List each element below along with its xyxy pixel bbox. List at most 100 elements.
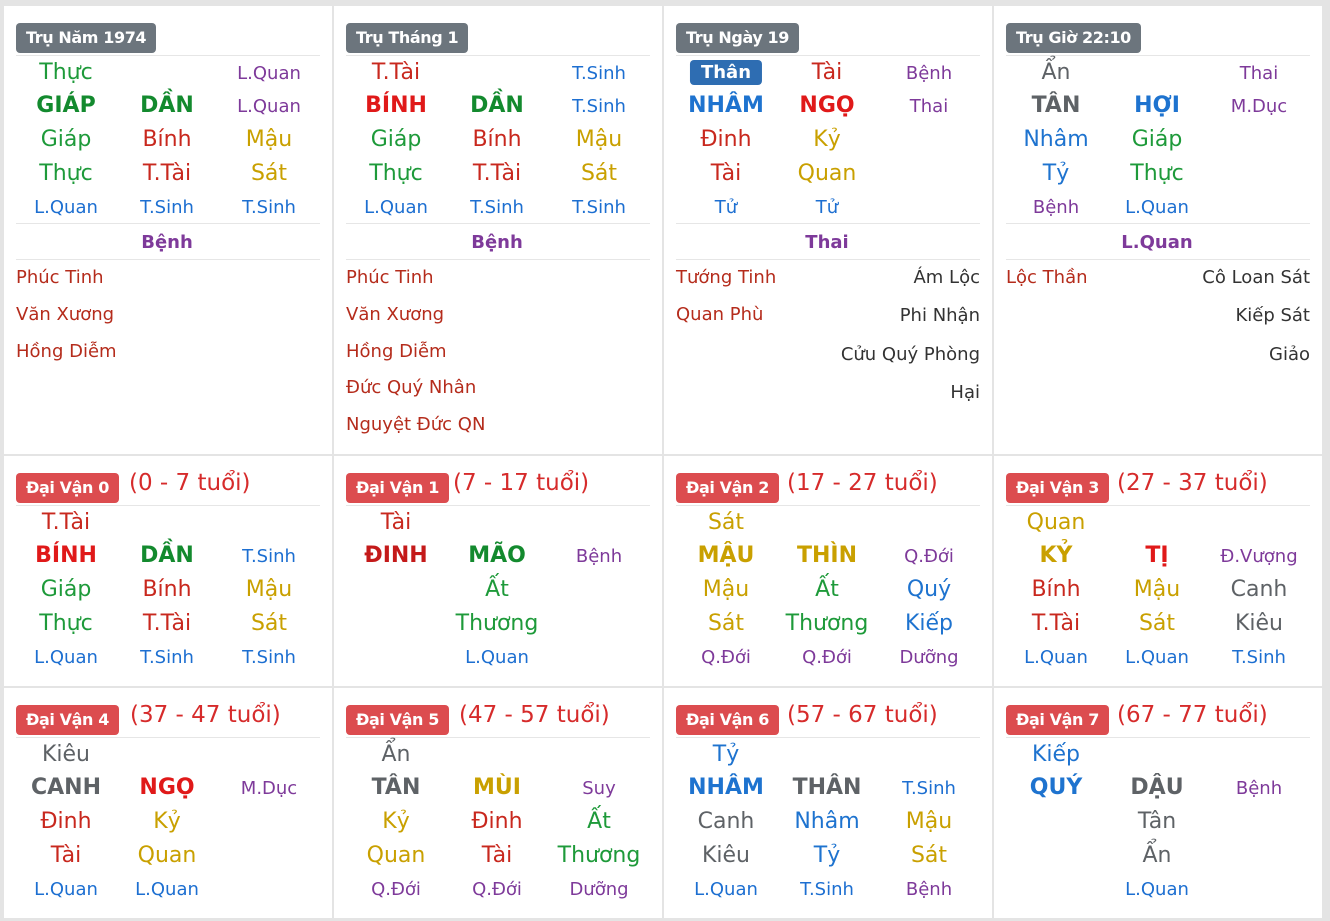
dai-van-header: Đại Vận 2 (17 - 27 tuổi)	[676, 470, 980, 506]
chi-phase: M.Dục	[240, 778, 298, 799]
hidden-phase: L.Quan	[135, 879, 199, 900]
hidden-stem: Đinh	[40, 809, 92, 834]
hidden-stem: Kỷ	[382, 809, 410, 834]
hidden-god: Thực	[39, 611, 93, 636]
can-god: Ẩn	[1041, 60, 1071, 85]
can-phase: Bệnh	[905, 63, 953, 84]
hidden-phase: L.Quan	[364, 197, 428, 218]
dai-van-header: Đại Vận 7 (67 - 77 tuổi)	[1006, 702, 1310, 738]
dai-van-label: Đại Vận 6	[676, 705, 779, 735]
hidden-god: T.Tài	[472, 161, 522, 186]
hidden-god: Tài	[710, 161, 742, 186]
hidden-stem: Ất	[815, 577, 839, 602]
hidden-god: T.Tài	[1031, 611, 1081, 636]
hidden-stem: Mậu	[702, 577, 750, 602]
divider	[1006, 259, 1310, 260]
hidden-phase: L.Quan	[34, 879, 98, 900]
dai-van-header: Đại Vận 5 (47 - 57 tuổi)	[346, 702, 650, 738]
life-phase: L.Quan	[1121, 232, 1193, 253]
earthly-branch: DẬU	[1130, 775, 1184, 800]
hidden-god: T.Tài	[142, 161, 192, 186]
pillar-header: Trụ Năm 1974	[16, 22, 320, 56]
earthly-branch: HỢI	[1134, 93, 1180, 118]
hidden-phase: Bệnh	[905, 879, 953, 900]
can-god: Tài	[380, 510, 412, 535]
heavenly-stem: TÂN	[371, 775, 421, 800]
earthly-branch: TỊ	[1145, 543, 1169, 568]
divider	[346, 259, 650, 260]
heavenly-stem: BÍNH	[365, 93, 427, 118]
star-left: Phúc Tinh	[16, 267, 104, 288]
hidden-stem: Mậu	[245, 127, 293, 152]
star-left: Hồng Diễm	[16, 341, 117, 362]
can-phase: Thai	[1239, 63, 1279, 84]
tu-tru-grid: Trụ Năm 1974 Thực L.Quan GIÁP DẦN L.Quan…	[4, 6, 1322, 918]
hidden-god: Thương	[785, 611, 869, 636]
can-god: Ẩn	[381, 742, 411, 767]
life-phase: Bệnh	[141, 232, 193, 253]
hidden-stem: Giáp	[40, 127, 92, 152]
hidden-stem: Nhâm	[794, 809, 860, 834]
dai-van-2: Đại Vận 2 (17 - 27 tuổi) Sát MẬU THÌN Q.…	[664, 456, 992, 686]
hidden-phase: Q.Đới	[472, 879, 522, 900]
pillar-header: Trụ Ngày 19	[676, 22, 980, 56]
hidden-phase: T.Sinh	[242, 197, 296, 218]
age-range: (0 - 7 tuổi)	[129, 470, 251, 496]
pillar-hour: Trụ Giờ 22:10 Ẩn Thai TÂN HỢI M.Dục Nhâm…	[994, 6, 1322, 454]
pillar-header: Trụ Tháng 1	[346, 22, 650, 56]
dai-van-1: Đại Vận 1 (7 - 17 tuổi) Tài ĐINH MÃO Bện…	[334, 456, 662, 686]
can-god: T.Tài	[41, 510, 91, 535]
hidden-god: Quan	[797, 161, 857, 186]
dai-van-6: Đại Vận 6 (57 - 67 tuổi) Tỷ NHÂM THÂN T.…	[664, 688, 992, 918]
hidden-stem: Mậu	[575, 127, 623, 152]
age-range: (37 - 47 tuổi)	[130, 702, 281, 728]
dai-van-4: Đại Vận 4 (37 - 47 tuổi) Kiêu CANH NGỌ M…	[4, 688, 332, 918]
heavenly-stem: QUÝ	[1029, 775, 1083, 800]
heavenly-stem: KỶ	[1039, 543, 1073, 568]
can-god: Quan	[1026, 510, 1086, 535]
hidden-phase: T.Sinh	[470, 197, 524, 218]
star-right: Giảo	[1269, 344, 1310, 365]
hidden-phase: Bệnh	[1032, 197, 1080, 218]
hidden-phase: L.Quan	[34, 647, 98, 668]
hidden-god: Tỷ	[813, 843, 841, 868]
hidden-stem: Kỷ	[813, 127, 841, 152]
chi-phase: M.Dục	[1230, 96, 1288, 117]
life-phase: Bệnh	[471, 232, 523, 253]
hidden-phase: T.Sinh	[572, 197, 626, 218]
divider	[16, 223, 320, 224]
age-range: (7 - 17 tuổi)	[453, 470, 590, 496]
hidden-phase: L.Quan	[1125, 647, 1189, 668]
hidden-stem: Ất	[587, 809, 611, 834]
star-left: Phúc Tinh	[346, 267, 434, 288]
divider	[1006, 223, 1310, 224]
hidden-god: Sát	[250, 161, 288, 186]
can-god: T.Tài	[371, 60, 421, 85]
hidden-phase: L.Quan	[694, 879, 758, 900]
pillar-header: Trụ Giờ 22:10	[1006, 22, 1310, 56]
hidden-phase: L.Quan	[1125, 197, 1189, 218]
hidden-stem: Bính	[142, 577, 192, 602]
star-left: Hồng Diễm	[346, 341, 447, 362]
can-god: Tài	[811, 60, 843, 85]
hidden-stem: Bính	[472, 127, 522, 152]
hidden-god: Tỷ	[1042, 161, 1070, 186]
star-left: Quan Phù	[676, 304, 764, 325]
hidden-stem: Mậu	[1133, 577, 1181, 602]
hidden-stem: Canh	[1230, 577, 1288, 602]
hidden-phase: T.Sinh	[242, 647, 296, 668]
hidden-stem: Giáp	[1131, 127, 1183, 152]
chi-phase: Thai	[909, 96, 949, 117]
heavenly-stem: NHÂM	[688, 93, 764, 118]
hidden-god: Tài	[481, 843, 513, 868]
dai-van-header: Đại Vận 6 (57 - 67 tuổi)	[676, 702, 980, 738]
dai-van-label: Đại Vận 2	[676, 473, 779, 503]
hidden-phase: Dưỡng	[569, 879, 629, 900]
earthly-branch: THÂN	[792, 775, 862, 800]
star-right: Cửu Quý Phòng	[840, 344, 980, 365]
divider	[16, 259, 320, 260]
dai-van-label: Đại Vận 3	[1006, 473, 1109, 503]
earthly-branch: NGỌ	[139, 775, 195, 800]
dai-van-label: Đại Vận 4	[16, 705, 119, 735]
hidden-stem: Kỷ	[153, 809, 181, 834]
